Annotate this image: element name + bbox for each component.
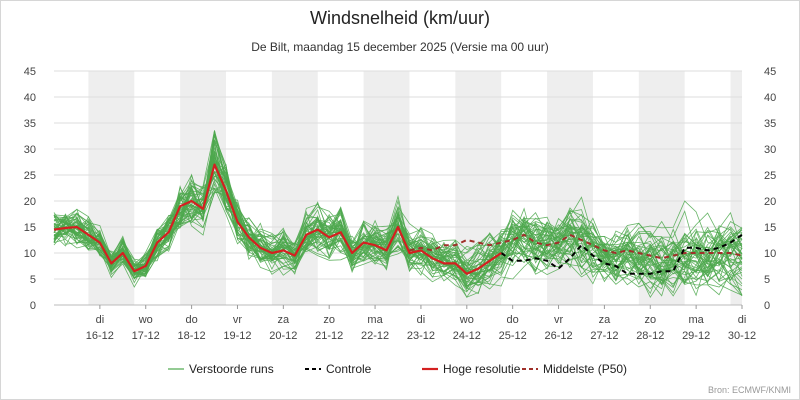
ensemble-run: [53, 140, 743, 285]
x-tick-day: di: [417, 314, 426, 326]
x-tick-date: 25-12: [499, 330, 527, 342]
x-tick-date: 27-12: [590, 330, 618, 342]
y-tick-left: 25: [24, 170, 36, 182]
ensemble-run: [53, 135, 743, 296]
median-line: [409, 233, 743, 260]
y-axis-left: 0 5 10 15 20 25 30 35 40 45: [24, 66, 36, 312]
x-tick-date: 18-12: [178, 330, 206, 342]
x-tick-date: 22-12: [361, 330, 389, 342]
y-tick-left: 15: [24, 222, 36, 234]
y-tick-left: 40: [24, 92, 36, 104]
x-tick-day: ma: [688, 314, 704, 326]
x-tick-day: di: [96, 314, 105, 326]
y-tick-right: 35: [764, 118, 776, 130]
x-tick-date: 21-12: [315, 330, 343, 342]
x-tick-date: 23-12: [407, 330, 435, 342]
y-tick-left: 35: [24, 118, 36, 130]
x-tick-day: do: [507, 314, 519, 326]
ensemble-run: [53, 162, 743, 299]
x-axis: di 16-12 wo 17-12 do 18-12 vr 19-12 za 20-12 zo 21-…: [86, 305, 756, 342]
legend-label: Middelste (P50): [543, 362, 627, 376]
ensemble-run: [53, 133, 743, 281]
ensemble-run: [53, 130, 743, 273]
y-tick-right: 15: [764, 222, 776, 234]
x-tick-date: 30-12: [728, 330, 756, 342]
day-band-7: [730, 71, 742, 305]
y-tick-left: 5: [30, 274, 36, 286]
y-tick-right: 0: [764, 300, 770, 312]
x-tick-date: 24-12: [453, 330, 481, 342]
main-series: [53, 163, 743, 275]
credit-text: Bron: ECMWF/KNMI: [708, 385, 791, 395]
x-tick-day: wo: [138, 314, 153, 326]
ensemble-run: [53, 188, 743, 275]
y-tick-right: 10: [764, 248, 776, 260]
x-tick-date: 17-12: [132, 330, 160, 342]
y-tick-left: 0: [30, 300, 36, 312]
high-resolution-line: [53, 163, 502, 275]
y-tick-right: 20: [764, 196, 776, 208]
legend-label: Hoge resolutie: [443, 362, 521, 376]
ensemble-run: [53, 171, 743, 297]
x-tick-date: 26-12: [544, 330, 572, 342]
x-tick-date: 20-12: [269, 330, 297, 342]
y-tick-left: 20: [24, 196, 36, 208]
x-tick-day: di: [738, 314, 747, 326]
x-tick-date: 19-12: [223, 330, 251, 342]
x-tick-day: wo: [459, 314, 474, 326]
y-tick-left: 45: [24, 66, 36, 78]
chart-title: Windsnelheid (km/uur): [310, 8, 490, 28]
y-tick-right: 25: [764, 170, 776, 182]
day-bands: [88, 71, 742, 305]
chart-subtitle: De Bilt, maandag 15 december 2025 (Versi…: [251, 40, 549, 54]
x-tick-day: zo: [323, 314, 335, 326]
ensemble-run: [53, 150, 743, 290]
y-tick-right: 5: [764, 274, 770, 286]
y-tick-left: 30: [24, 144, 36, 156]
x-tick-day: do: [185, 314, 197, 326]
x-tick-day: zo: [644, 314, 656, 326]
y-tick-right: 45: [764, 66, 776, 78]
ensemble-run: [53, 180, 743, 277]
x-tick-day: za: [278, 314, 291, 326]
x-tick-date: 28-12: [636, 330, 664, 342]
x-tick-day: za: [599, 314, 612, 326]
ensemble-run: [53, 189, 743, 297]
ensemble-run: [53, 164, 743, 293]
x-tick-day: vr: [233, 314, 243, 326]
legend-label: Verstoorde runs: [189, 362, 274, 376]
x-tick-date: 29-12: [682, 330, 710, 342]
legend-label: Controle: [326, 362, 372, 376]
x-tick-day: ma: [367, 314, 383, 326]
y-axis-right: 0 5 10 15 20 25 30 35 40 45: [764, 66, 776, 312]
legend: Verstoorde runs Controle Hoge resolutie Mid…: [168, 362, 627, 376]
y-tick-right: 40: [764, 92, 776, 104]
y-tick-right: 30: [764, 144, 776, 156]
x-tick-day: vr: [554, 314, 564, 326]
ensemble-runs: [53, 130, 743, 299]
y-tick-left: 10: [24, 248, 36, 260]
x-tick-date: 16-12: [86, 330, 114, 342]
